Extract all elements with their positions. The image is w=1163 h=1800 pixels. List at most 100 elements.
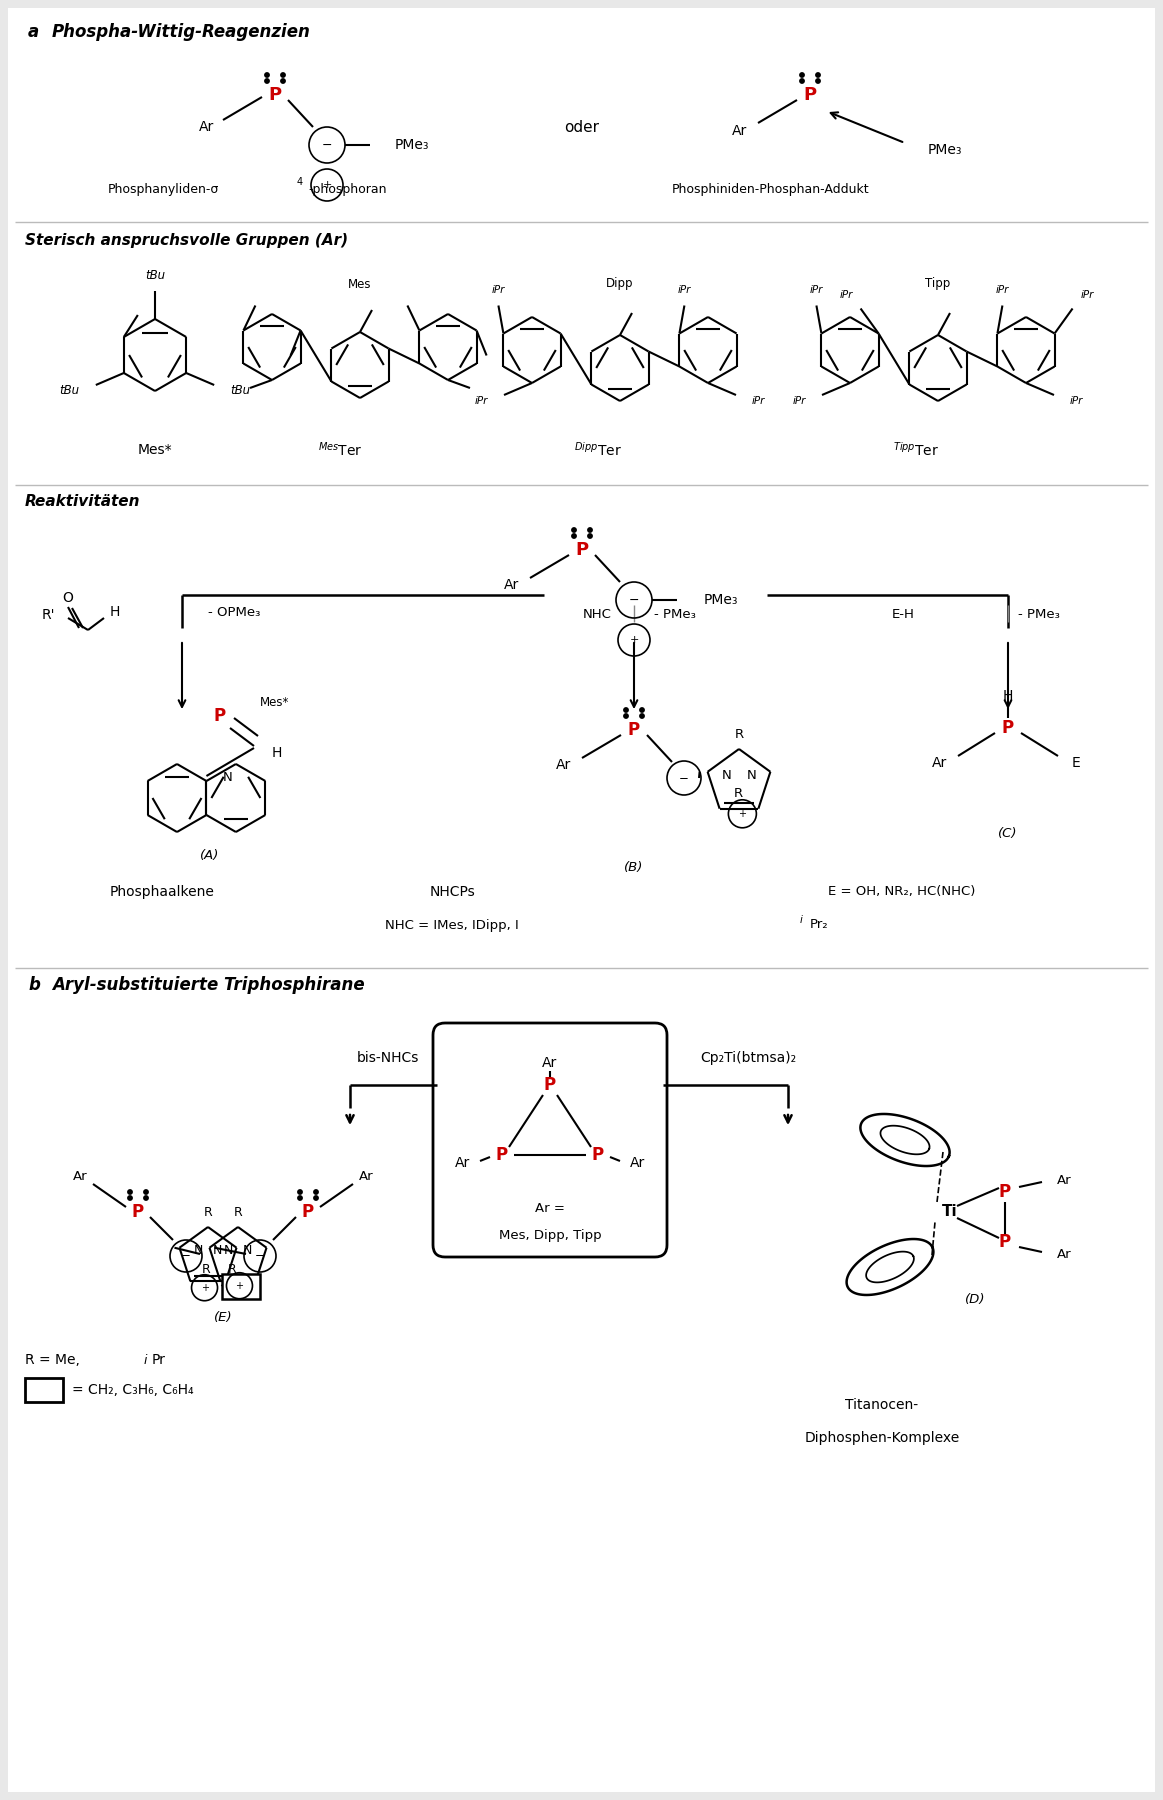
Text: Pr: Pr xyxy=(152,1354,166,1366)
Text: iPr: iPr xyxy=(475,396,488,407)
Text: (A): (A) xyxy=(200,850,220,862)
Text: NHCPs: NHCPs xyxy=(430,886,476,898)
Text: Phosphanyliden-σ: Phosphanyliden-σ xyxy=(108,184,220,196)
Text: P: P xyxy=(1003,718,1014,736)
Text: R: R xyxy=(734,787,743,801)
Text: - PMe₃: - PMe₃ xyxy=(1018,608,1059,621)
Text: iPr: iPr xyxy=(996,284,1009,295)
Circle shape xyxy=(280,79,285,83)
Text: +: + xyxy=(629,635,638,644)
Circle shape xyxy=(144,1195,148,1201)
Circle shape xyxy=(800,72,804,77)
Text: R: R xyxy=(202,1264,211,1276)
Text: −: − xyxy=(629,594,640,607)
Text: N: N xyxy=(747,769,756,783)
Text: R: R xyxy=(735,727,743,740)
Text: $^{Tipp}$Ter: $^{Tipp}$Ter xyxy=(893,441,940,459)
Text: b: b xyxy=(28,976,40,994)
Text: −: − xyxy=(679,772,688,785)
Circle shape xyxy=(265,79,269,83)
Text: +: + xyxy=(322,180,331,191)
Text: Ar =: Ar = xyxy=(535,1202,565,1215)
Circle shape xyxy=(144,1190,148,1193)
Text: Ar: Ar xyxy=(630,1156,645,1170)
Text: (D): (D) xyxy=(965,1294,985,1307)
Text: (C): (C) xyxy=(998,826,1018,839)
Text: Tipp: Tipp xyxy=(926,277,950,290)
Text: Ti: Ti xyxy=(942,1204,958,1220)
Text: R: R xyxy=(234,1206,242,1220)
Text: P: P xyxy=(999,1183,1011,1201)
Text: Dipp: Dipp xyxy=(606,277,634,290)
Text: PMe₃: PMe₃ xyxy=(928,142,963,157)
Text: - PMe₃: - PMe₃ xyxy=(654,608,695,621)
Circle shape xyxy=(640,715,644,718)
Text: E-H: E-H xyxy=(892,608,915,621)
Text: Reaktivitäten: Reaktivitäten xyxy=(24,495,141,509)
Text: Phosphiniden-Phosphan-Addukt: Phosphiniden-Phosphan-Addukt xyxy=(672,184,870,196)
Text: +: + xyxy=(739,808,747,819)
Text: Ar: Ar xyxy=(542,1057,557,1069)
Text: Aryl-substituierte Triphosphirane: Aryl-substituierte Triphosphirane xyxy=(52,976,365,994)
Text: Ar: Ar xyxy=(72,1170,87,1183)
Text: Cp₂Ti(btmsa)₂: Cp₂Ti(btmsa)₂ xyxy=(700,1051,797,1066)
Text: Ar: Ar xyxy=(199,121,215,133)
Text: Titanocen-: Titanocen- xyxy=(846,1399,919,1411)
Text: iPr: iPr xyxy=(752,396,765,407)
Text: 4: 4 xyxy=(297,176,304,187)
Text: Mes, Dipp, Tipp: Mes, Dipp, Tipp xyxy=(499,1228,601,1242)
Text: NHC: NHC xyxy=(583,608,612,621)
Circle shape xyxy=(800,79,804,83)
Text: R = Me,: R = Me, xyxy=(24,1354,84,1366)
Text: Ar: Ar xyxy=(733,124,748,139)
Text: P: P xyxy=(214,707,226,725)
Text: a: a xyxy=(28,23,40,41)
Circle shape xyxy=(572,535,576,538)
Circle shape xyxy=(587,535,592,538)
Circle shape xyxy=(623,707,628,713)
FancyBboxPatch shape xyxy=(24,1379,63,1402)
Circle shape xyxy=(587,527,592,533)
Text: P: P xyxy=(495,1147,508,1165)
Circle shape xyxy=(815,79,820,83)
Text: Phospha-Wittig-Reagenzien: Phospha-Wittig-Reagenzien xyxy=(52,23,311,41)
Text: i: i xyxy=(144,1354,148,1366)
Text: P: P xyxy=(269,86,281,104)
Text: Mes: Mes xyxy=(348,277,372,290)
Text: PMe₃: PMe₃ xyxy=(704,592,739,607)
Text: tBu: tBu xyxy=(145,268,165,281)
Text: H: H xyxy=(1003,689,1013,704)
Text: P: P xyxy=(131,1202,144,1220)
Circle shape xyxy=(815,72,820,77)
Text: −: − xyxy=(322,139,333,151)
Text: R: R xyxy=(228,1264,236,1276)
FancyBboxPatch shape xyxy=(8,7,1155,1793)
Text: NHC = IMes, IDipp, I: NHC = IMes, IDipp, I xyxy=(385,918,519,932)
Text: P: P xyxy=(302,1202,314,1220)
Text: oder: oder xyxy=(564,121,599,135)
Text: +: + xyxy=(235,1282,243,1291)
Circle shape xyxy=(128,1190,133,1193)
Text: H: H xyxy=(110,605,121,619)
Text: N: N xyxy=(223,1244,233,1256)
Circle shape xyxy=(640,707,644,713)
Text: R': R' xyxy=(42,608,56,623)
Text: bis-NHCs: bis-NHCs xyxy=(357,1051,419,1066)
Text: -phosphoran: -phosphoran xyxy=(308,184,386,196)
Text: O: O xyxy=(63,590,73,605)
Circle shape xyxy=(572,527,576,533)
Text: i: i xyxy=(800,914,802,925)
Text: iPr: iPr xyxy=(1080,290,1094,301)
Text: Mes*: Mes* xyxy=(137,443,172,457)
Text: tBu: tBu xyxy=(59,385,80,398)
Text: P: P xyxy=(592,1147,604,1165)
Text: iPr: iPr xyxy=(840,290,852,301)
Text: P: P xyxy=(804,86,816,104)
Text: P: P xyxy=(999,1233,1011,1251)
Circle shape xyxy=(314,1190,319,1193)
Text: Sterisch anspruchsvolle Gruppen (Ar): Sterisch anspruchsvolle Gruppen (Ar) xyxy=(24,232,348,247)
FancyBboxPatch shape xyxy=(433,1022,668,1256)
Text: N: N xyxy=(213,1244,222,1256)
Text: P: P xyxy=(576,542,588,560)
Text: = CH₂, C₃H₆, C₆H₄: = CH₂, C₃H₆, C₆H₄ xyxy=(72,1382,193,1397)
